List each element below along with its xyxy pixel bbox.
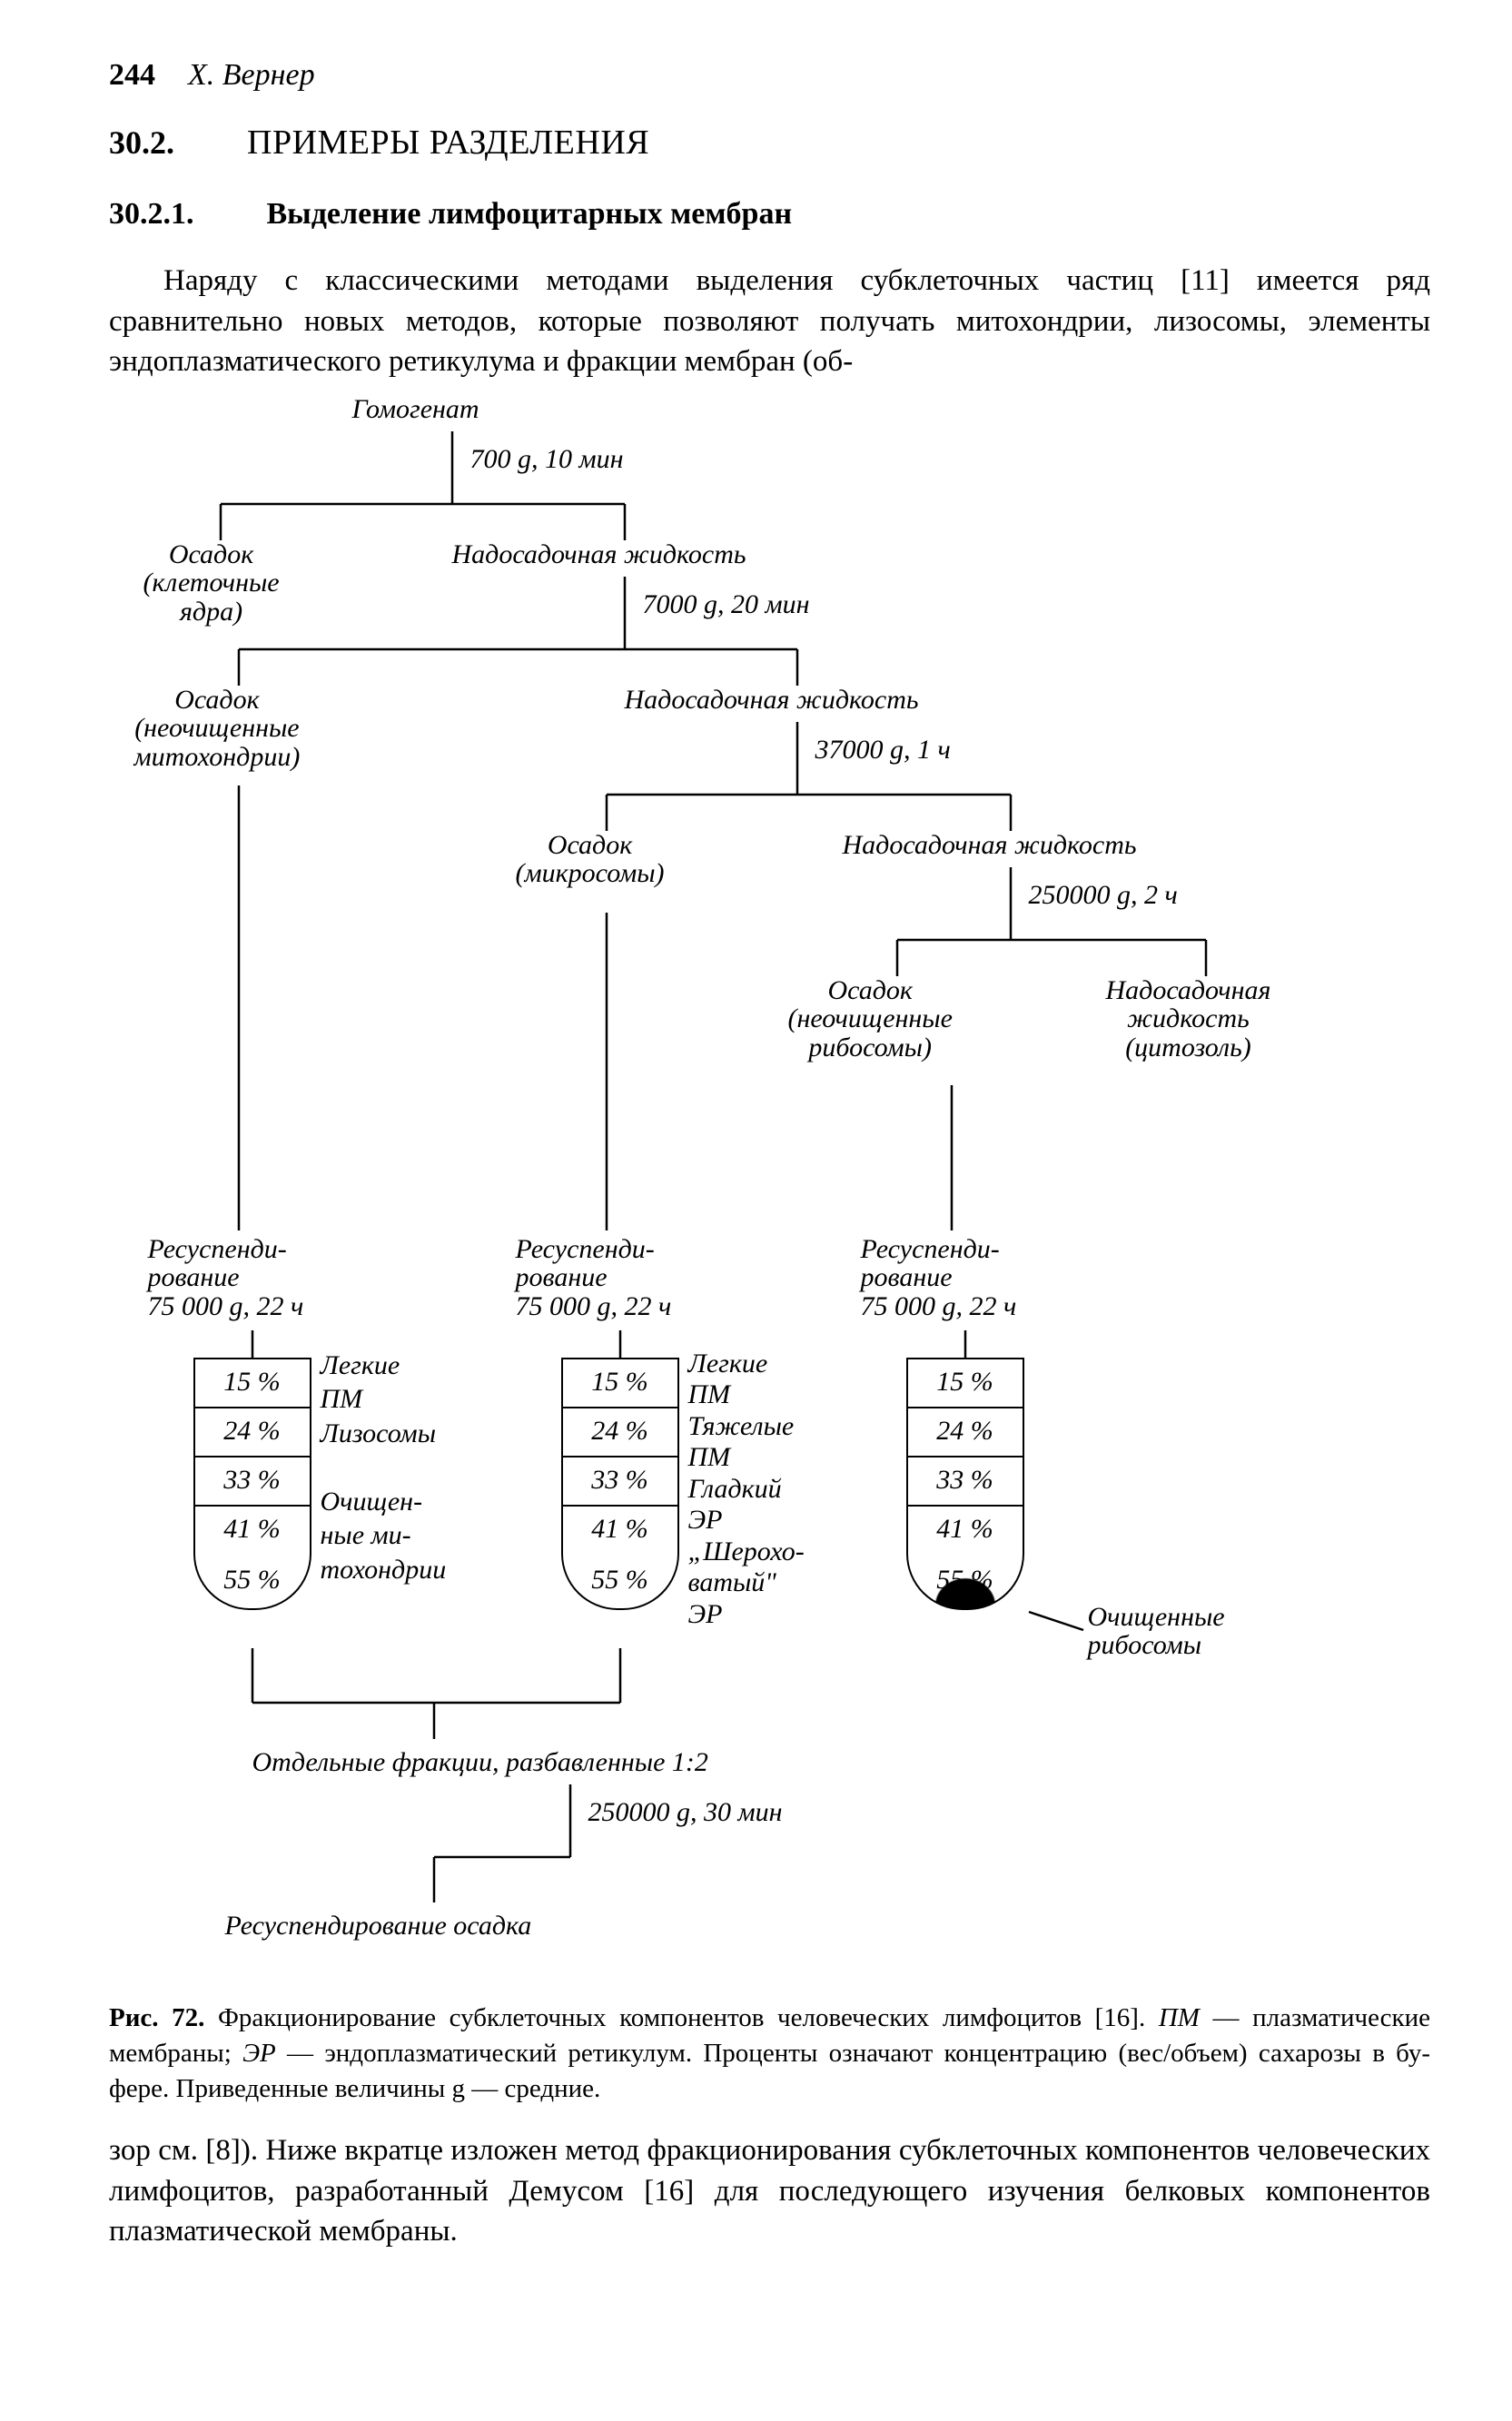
lbl-step4: 250000 g, 2 ч <box>1029 881 1178 910</box>
tube2-55: 55 % <box>561 1554 679 1610</box>
section-number: 30.2. <box>109 121 174 165</box>
lbl-step5: 250000 g, 30 мин <box>588 1798 783 1827</box>
paragraph-bottom: зор см. [8]). Ниже вкратце изложен метод… <box>109 2130 1430 2252</box>
lbl-pellet-nuclei: Осадок (клеточные ядра) <box>143 540 280 627</box>
author-name: Х. Вернер <box>188 54 315 96</box>
lbl-step3: 37000 g, 1 ч <box>815 736 951 765</box>
section-heading: 30.2. ПРИМЕРЫ РАЗДЕЛЕНИЯ <box>109 120 1430 166</box>
figure-72-flowchart: Гомогенат 700 g, 10 мин Осадок (клеточны… <box>116 395 1424 1984</box>
tube2-15: 15 % <box>561 1358 679 1407</box>
lbl-combine: Отдельные фракции, разбавленные 1:2 <box>252 1748 708 1777</box>
tube3-note: Очищенные рибосомы <box>1088 1603 1225 1660</box>
caption-prefix: Рис. 72. <box>109 2003 204 2032</box>
lbl-super3: Надосадочная жидкость <box>843 831 1137 860</box>
subsection-title: Выделение лимфоцитарных мембран <box>267 193 793 235</box>
tube1-15: 15 % <box>193 1358 311 1407</box>
caption-pm: ПМ <box>1159 2003 1200 2032</box>
lbl-super2: Надосадочная жидкость <box>625 686 919 715</box>
caption-a: Фракционирование субклеточных компоненто… <box>204 2003 1158 2032</box>
lbl-pellet-micro: Осадок (микросомы) <box>516 831 665 888</box>
lbl-pellet-ribo: Осадок (неочищенные рибосомы) <box>788 976 953 1062</box>
subsection-heading: 30.2.1. Выделение лимфоцитарных мембран <box>109 193 1430 235</box>
tube2-24: 24 % <box>561 1407 679 1456</box>
tube2-33: 33 % <box>561 1456 679 1505</box>
tube1-41: 41 % <box>193 1505 311 1554</box>
tube1-33: 33 % <box>193 1456 311 1505</box>
tube3-15: 15 % <box>906 1358 1024 1407</box>
tube1-band-labels: Легкие ПМ Лизосомы Очищен- ные ми- тохон… <box>321 1349 447 1587</box>
lbl-cytosol: Надосадочная жидкость (цитозоль) <box>1106 976 1271 1062</box>
tube2-41: 41 % <box>561 1505 679 1554</box>
lbl-pellet-mito: Осадок (неочищенные митохондрии) <box>134 686 301 772</box>
tube1-55: 55 % <box>193 1554 311 1610</box>
lbl-step1: 700 g, 10 мин <box>470 445 624 474</box>
gradient-tube-3: 15 % 24 % 33 % 41 % 55 % <box>906 1358 1024 1610</box>
tube3-41: 41 % <box>906 1505 1024 1554</box>
subsection-number: 30.2.1. <box>109 193 194 235</box>
figure-caption: Рис. 72. Фракционирование субклеточных к… <box>109 2001 1430 2107</box>
lbl-super1: Надосадочная жидкость <box>452 540 746 569</box>
tube3-55: 55 % <box>906 1554 1024 1610</box>
tube3-33: 33 % <box>906 1456 1024 1505</box>
lbl-step2: 7000 g, 20 мин <box>643 590 810 619</box>
gradient-tube-1: 15 % 24 % 33 % 41 % 55 % <box>193 1358 311 1610</box>
gradient-tube-2: 15 % 24 % 33 % 41 % 55 % <box>561 1358 679 1610</box>
tube1-24: 24 % <box>193 1407 311 1456</box>
page-number: 244 <box>109 54 155 96</box>
tube2-band-labels: Легкие ПМ Тяжелые ПМ Гладкий ЭР „Шерохо-… <box>688 1349 805 1631</box>
lbl-resuspend-2: Ресуспенди- рование 75 000 g, 22 ч <box>516 1235 672 1321</box>
caption-c: — эндоплазматический ретикулум. Проценты… <box>109 2039 1430 2103</box>
section-title: ПРИМЕРЫ РАЗДЕЛЕНИЯ <box>247 120 649 166</box>
lbl-homogenate: Гомогенат <box>352 395 479 424</box>
lbl-resuspend-3: Ресуспенди- рование 75 000 g, 22 ч <box>861 1235 1017 1321</box>
tube3-24: 24 % <box>906 1407 1024 1456</box>
flowchart-lines <box>116 395 1424 1984</box>
lbl-resuspend-pellet: Ресуспендирование осадка <box>225 1912 532 1941</box>
paragraph-top: Наряду с классическими методами выделени… <box>109 261 1430 382</box>
lbl-resuspend-1: Ресуспенди- рование 75 000 g, 22 ч <box>148 1235 304 1321</box>
caption-er: ЭР <box>242 2039 276 2068</box>
